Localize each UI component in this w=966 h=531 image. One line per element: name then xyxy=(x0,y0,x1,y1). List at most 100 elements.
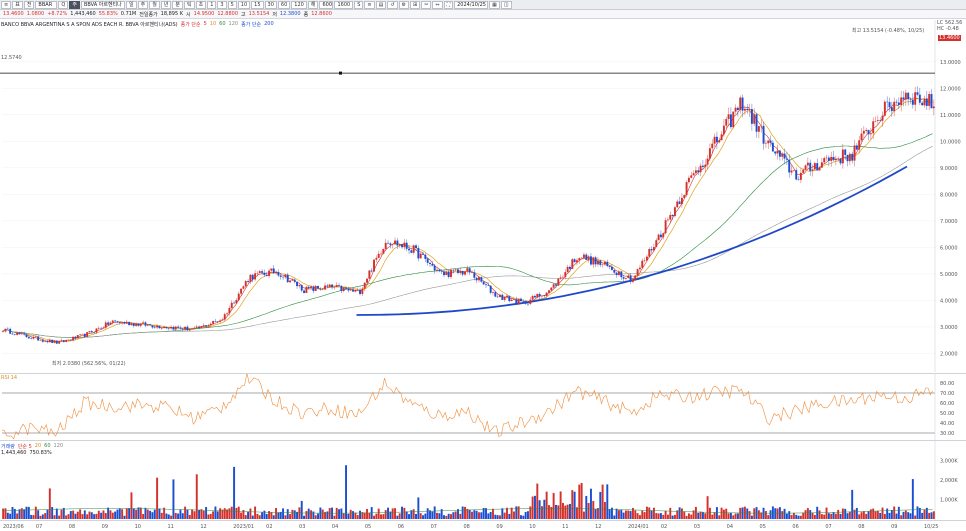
rsi-panel[interactable]: RSI 14 80.00 70.00 60.00 50.00 40.00 30.00 xyxy=(0,373,966,441)
volume-bar xyxy=(60,509,63,519)
volume-bar xyxy=(333,515,336,519)
count-button[interactable]: 1600 xyxy=(334,0,354,9)
volume-bar xyxy=(6,512,9,519)
flag-1[interactable]: 표 xyxy=(12,0,23,9)
volume-bar xyxy=(354,512,357,519)
candle-body xyxy=(515,299,518,304)
candle-body xyxy=(876,120,879,121)
candle-body xyxy=(769,140,772,143)
candle-body xyxy=(862,130,865,134)
volume-bar xyxy=(275,507,278,519)
candle-body xyxy=(433,265,436,271)
search-icon[interactable]: Q xyxy=(58,0,69,9)
rsi-tick-label: 40.00 xyxy=(940,421,954,427)
volume-bar xyxy=(541,506,543,519)
volume-bar xyxy=(634,510,637,519)
candle-body xyxy=(755,114,758,132)
volume-panel[interactable]: 거래량 단순 5 20 60 120 1,443,460 750.83% 3,0… xyxy=(0,440,966,521)
candle-body xyxy=(44,341,47,342)
candle-body xyxy=(774,151,777,154)
volume-bar xyxy=(23,509,26,519)
num-30[interactable]: 30 xyxy=(264,0,277,9)
tool-list-icon[interactable]: ≡ xyxy=(364,0,375,9)
fit-icon[interactable]: ⇔ xyxy=(432,0,443,9)
volume-bar xyxy=(375,513,378,519)
candle-body xyxy=(95,328,98,333)
main-toolbar: ≡ 표 전 BBAR Q 주 BBVA 아르헨티나 일 주 월 년 분 틱 초 … xyxy=(0,0,966,10)
period-min[interactable]: 분 xyxy=(172,0,184,9)
num-1[interactable]: 1 xyxy=(207,0,217,9)
volume-bar xyxy=(261,512,264,519)
candle-body xyxy=(109,322,112,325)
candle-body xyxy=(832,156,835,161)
volume-bar xyxy=(244,515,247,519)
candle-body xyxy=(522,301,525,302)
tool-s[interactable]: S xyxy=(354,0,364,9)
volume-bar xyxy=(377,508,380,519)
rsi-tick-label: 30.00 xyxy=(940,431,954,437)
table-icon[interactable]: ▦ xyxy=(489,0,500,9)
candle-body xyxy=(163,326,166,329)
x-tick-label: 05 xyxy=(760,524,766,530)
flag-2[interactable]: 전 xyxy=(23,0,35,9)
volume-chart[interactable]: 3,000K 2,000K 1,000K xyxy=(0,441,966,521)
period-day[interactable]: 일 xyxy=(125,0,137,9)
candle-body xyxy=(41,340,44,342)
price-panel[interactable]: BANCO BBVA ARGENTINA S A SPON ADS EACH R… xyxy=(0,20,966,372)
refresh-icon[interactable]: ↺ xyxy=(387,0,398,9)
flag-4[interactable]: 해 xyxy=(307,0,319,9)
code-input[interactable]: BBAR xyxy=(35,0,58,9)
candle-body xyxy=(683,195,686,198)
num-10[interactable]: 10 xyxy=(237,0,251,9)
period-month[interactable]: 월 xyxy=(149,0,160,9)
date-input[interactable]: 2024/10/25 xyxy=(454,0,489,9)
candle-body xyxy=(827,157,830,161)
candle-body xyxy=(562,276,564,278)
period-year[interactable]: 년 xyxy=(160,0,172,9)
volume-bar xyxy=(538,500,541,519)
panel-icon[interactable]: ◫ xyxy=(500,0,512,9)
candle-body xyxy=(314,286,317,291)
volume-bar xyxy=(466,508,469,519)
candle-body xyxy=(90,331,93,333)
count-input[interactable]: 600 xyxy=(319,0,334,9)
candle-body xyxy=(205,325,208,327)
name-field[interactable]: BBVA 아르헨티나 xyxy=(80,0,125,9)
volume-bar xyxy=(862,511,865,519)
layout-icon[interactable]: ⊞ xyxy=(410,0,421,9)
period-week[interactable]: 주 xyxy=(137,0,149,9)
x-tick-label: 08 xyxy=(858,524,864,530)
candle-body xyxy=(687,177,690,183)
volume-bar xyxy=(874,511,877,519)
x-tick-label: 12 xyxy=(200,524,206,530)
scissors-icon[interactable]: ✂ xyxy=(421,0,432,9)
candle-body xyxy=(736,107,739,110)
volume-bar xyxy=(90,512,93,519)
period-tick[interactable]: 틱 xyxy=(184,0,195,9)
candle-body xyxy=(370,270,373,272)
volume-bar xyxy=(114,511,117,519)
candle-body xyxy=(328,284,331,287)
volume-bar xyxy=(506,507,508,519)
num-120[interactable]: 120 xyxy=(291,0,307,9)
volume-bar xyxy=(107,507,110,519)
num-60[interactable]: 60 xyxy=(277,0,291,9)
period-sec[interactable]: 초 xyxy=(195,0,207,9)
tool-grid-icon[interactable]: ▤ xyxy=(375,0,387,9)
volume-bar xyxy=(923,509,926,519)
num-15[interactable]: 15 xyxy=(251,0,264,9)
x-axis: 2023/06 07 08 09 10 11 12 2023/01 02 03 04 05 06 07 08… xyxy=(0,520,966,530)
candle-body xyxy=(475,277,478,281)
fullscreen-icon[interactable]: ⛶ xyxy=(443,0,454,9)
num-3[interactable]: 3 xyxy=(217,0,227,9)
price-chart[interactable]: 13.0000 12.0000 11.0000 10.0000 9.0000 8.0000… xyxy=(0,20,966,372)
num-5[interactable]: 5 xyxy=(227,0,237,9)
y-tick-label: 10.0000 xyxy=(940,139,961,145)
gear-icon[interactable]: ⚙ xyxy=(398,0,409,9)
flag-3[interactable]: 주 xyxy=(69,0,80,9)
volume-bar xyxy=(851,489,854,519)
candle-body xyxy=(627,275,630,278)
rsi-chart[interactable]: 80.00 70.00 60.00 50.00 40.00 30.00 xyxy=(0,374,966,441)
menu-icon[interactable]: ≡ xyxy=(1,0,12,9)
volume-bar xyxy=(918,507,921,519)
